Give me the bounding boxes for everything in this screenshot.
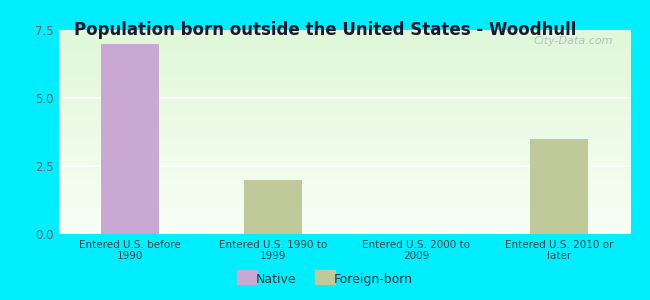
Bar	[244, 180, 302, 234]
Bar	[101, 44, 159, 234]
Text: City-Data.com: City-Data.com	[534, 36, 614, 46]
Text: Population born outside the United States - Woodhull: Population born outside the United State…	[74, 21, 576, 39]
Legend: Native, Foreign-born: Native, Foreign-born	[232, 268, 418, 291]
Bar	[530, 139, 588, 234]
